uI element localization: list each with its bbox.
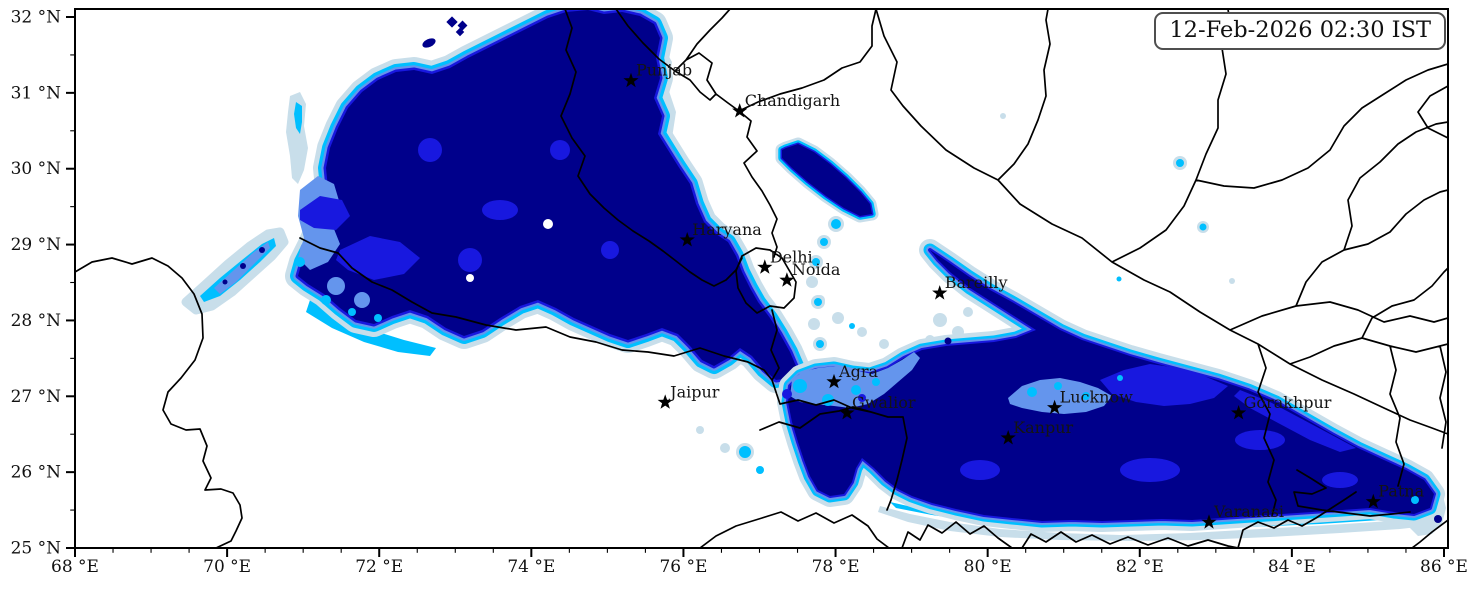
city-star-kanpur [1000, 430, 1016, 445]
fog-southwest-arm [181, 227, 289, 315]
timestamp-badge: 12-Feb-2026 02:30 IST [1154, 12, 1446, 50]
city-label-agra: Agra [838, 362, 878, 381]
y-tick-label: 29 °N [11, 235, 62, 255]
city-label-noida: Noida [792, 260, 841, 279]
city-label-punjab: Punjab [636, 61, 692, 80]
x-tick-label: 74 °E [507, 557, 555, 577]
city-label-bareilly: Bareilly [945, 273, 1008, 292]
city-star-varanasi [1201, 514, 1217, 529]
city-star-haryana [679, 232, 695, 247]
y-tick-label: 26 °N [11, 463, 62, 483]
x-tick-label: 76 °E [659, 557, 707, 577]
city-star-gorakhpur [1231, 405, 1247, 420]
y-tick-label: 25 °N [11, 539, 62, 559]
city-label-delhi: Delhi [770, 247, 813, 266]
city-star-chandigarh [732, 103, 748, 118]
city-label-gwalior: Gwalior [852, 393, 916, 412]
city-label-jaipur: Jaipur [668, 382, 720, 401]
y-tick-label: 32 °N [11, 8, 62, 28]
city-star-bareilly [932, 285, 948, 300]
x-tick-label: 82 °E [1116, 557, 1164, 577]
fog-dark-specks [422, 16, 1442, 523]
city-label-gorakhpur: Gorakhpur [1244, 393, 1332, 412]
x-tick-label: 78 °E [812, 557, 860, 577]
city-star-jaipur [657, 394, 673, 409]
city-label-haryana: Haryana [692, 220, 762, 239]
longitude-axis: 68 °E 70 °E 72 °E 74 °E 76 °E 78 °E 80 °E 82 °E… [51, 548, 1468, 577]
x-tick-label: 70 °E [203, 557, 251, 577]
plot-frame [74, 8, 1449, 549]
city-star-patna [1365, 493, 1381, 509]
city-label-chandigarh: Chandigarh [745, 91, 840, 110]
city-label-patna: Patna [1378, 482, 1424, 501]
x-tick-label: 68 °E [51, 557, 99, 577]
city-star-gwalior [839, 405, 855, 420]
y-tick-label: 31 °N [11, 83, 62, 103]
fog-diagonal-streak [782, 144, 872, 216]
city-star-agra [826, 373, 842, 389]
y-tick-label: 28 °N [11, 311, 62, 331]
city-star-lucknow [1047, 399, 1063, 415]
latitude-axis: 25 °N 26 °N 27 °N 28 °N 29 °N 30 °N 31 °N 32 °N [11, 8, 75, 559]
city-star-delhi [757, 259, 773, 274]
x-tick-label: 72 °E [355, 557, 403, 577]
city-star-noida [779, 272, 795, 287]
fog-shading-field [181, 10, 1446, 541]
y-tick-label: 30 °N [11, 159, 62, 179]
city-star-punjab [623, 72, 639, 88]
fog-mass-northwest [295, 10, 796, 380]
y-tick-label: 27 °N [11, 387, 62, 407]
city-label-lucknow: Lucknow [1060, 388, 1134, 407]
x-tick-label: 86 °E [1420, 557, 1468, 577]
x-tick-label: 84 °E [1268, 557, 1316, 577]
city-label-varanasi: Varanasi [1213, 502, 1284, 521]
fog-mass-southeast [782, 250, 1434, 521]
x-tick-label: 80 °E [964, 557, 1012, 577]
city-label-kanpur: Kanpur [1013, 418, 1073, 437]
